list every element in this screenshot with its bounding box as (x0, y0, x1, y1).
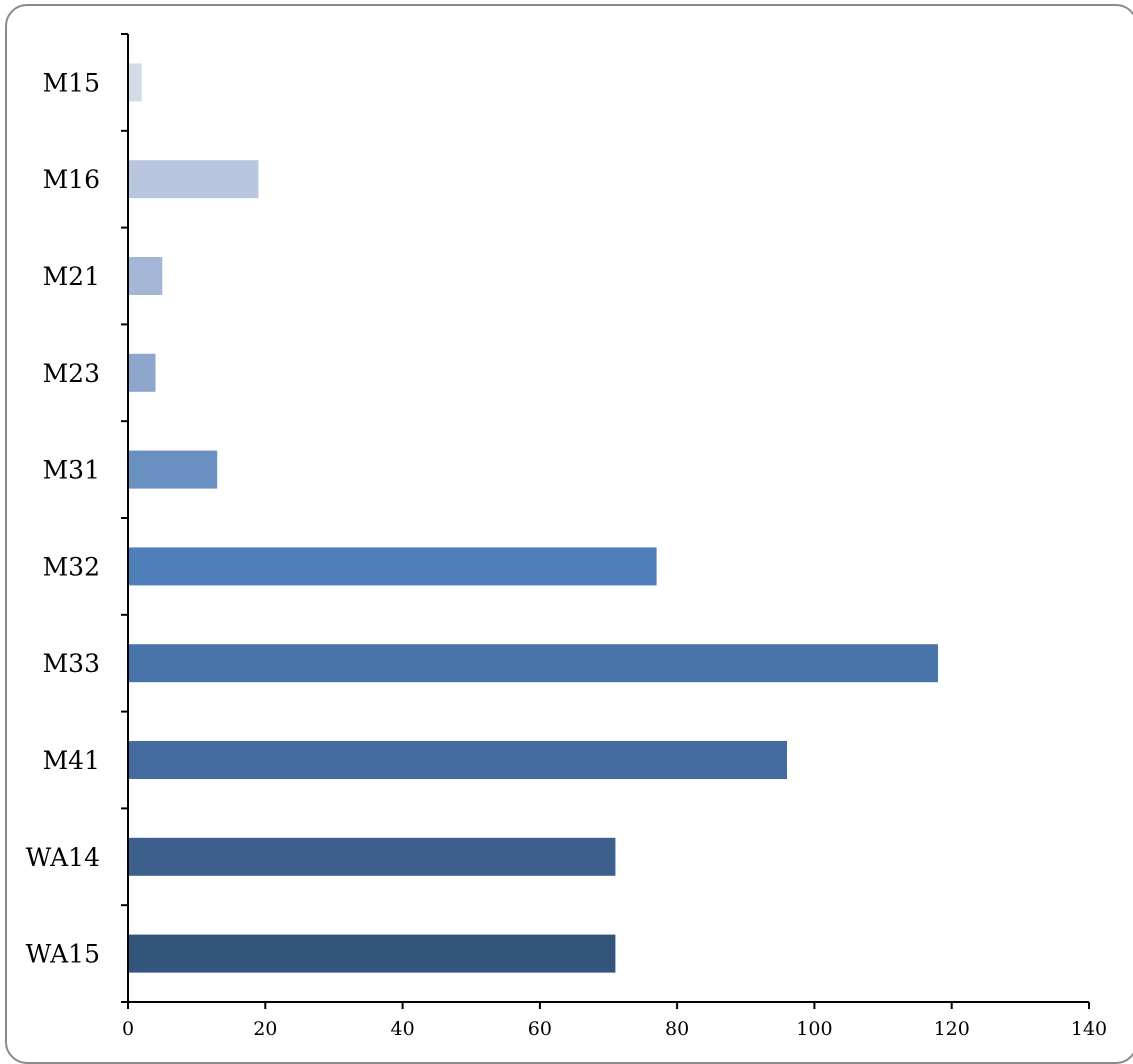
axes-group (121, 33, 1090, 1009)
x-tick-label-100: 100 (796, 1018, 832, 1040)
category-label-wa15: WA15 (26, 940, 100, 969)
category-labels: M15 M16 M21 M23 M31 M32 M33 M41 WA14 WA15 (26, 68, 100, 968)
category-label-m33: M33 (43, 649, 100, 678)
x-tick-label-80: 80 (665, 1018, 689, 1040)
bar-m33 (128, 644, 938, 683)
bar-m31 (128, 450, 218, 489)
bar-wa15 (128, 934, 616, 973)
x-tick-label-0: 0 (122, 1018, 134, 1040)
x-tick-label-20: 20 (253, 1018, 277, 1040)
category-label-m23: M23 (43, 359, 100, 388)
category-label-wa14: WA14 (26, 843, 100, 872)
bar-m41 (128, 741, 787, 779)
x-tick-label-40: 40 (391, 1018, 415, 1040)
bar-m32 (128, 547, 657, 586)
bars-group (128, 63, 938, 973)
x-tick-label-120: 120 (934, 1018, 970, 1040)
bar-m16 (128, 160, 259, 199)
category-label-m32: M32 (43, 552, 100, 581)
category-label-m15: M15 (43, 68, 100, 97)
category-label-m16: M16 (43, 165, 100, 194)
x-tick-label-140: 140 (1071, 1018, 1107, 1040)
category-label-m31: M31 (43, 456, 100, 485)
bar-m15 (128, 63, 142, 102)
category-label-m41: M41 (43, 746, 100, 775)
x-tick-labels: 0 20 40 60 80 100 120 140 (122, 1018, 1107, 1040)
bar-wa14 (128, 837, 616, 876)
x-tick-label-60: 60 (528, 1018, 552, 1040)
category-label-m21: M21 (43, 262, 100, 291)
bar-m21 (128, 257, 163, 295)
bar-m23 (128, 353, 156, 392)
